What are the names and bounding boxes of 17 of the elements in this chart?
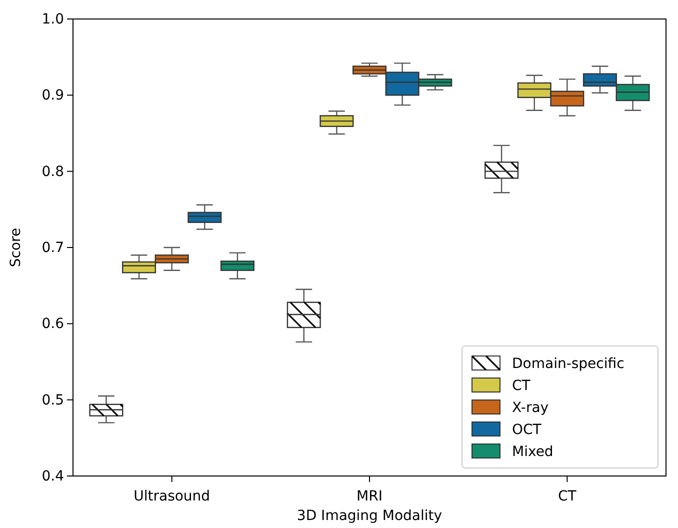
y-axis-title: Score <box>8 228 24 268</box>
y-tick-label: 0.8 <box>42 164 64 180</box>
x-tick-label: CT <box>558 488 577 504</box>
y-tick-label: 0.7 <box>42 240 64 256</box>
y-tick-label: 0.4 <box>42 468 64 484</box>
legend-label: Domain-specific <box>512 356 624 372</box>
y-tick-label: 0.6 <box>42 316 64 332</box>
x-tick-label: Ultrasound <box>134 488 210 504</box>
legend-label: X-ray <box>512 400 549 416</box>
legend-label: OCT <box>512 422 542 438</box>
y-tick-label: 1.0 <box>42 11 64 28</box>
legend-label: CT <box>512 378 531 394</box>
x-axis-title: 3D Imaging Modality <box>296 508 442 524</box>
x-tick-label: MRI <box>356 488 382 504</box>
y-tick-label: 0.9 <box>42 88 64 104</box>
y-tick-label: 0.5 <box>42 392 64 408</box>
legend-label: Mixed <box>512 444 554 460</box>
